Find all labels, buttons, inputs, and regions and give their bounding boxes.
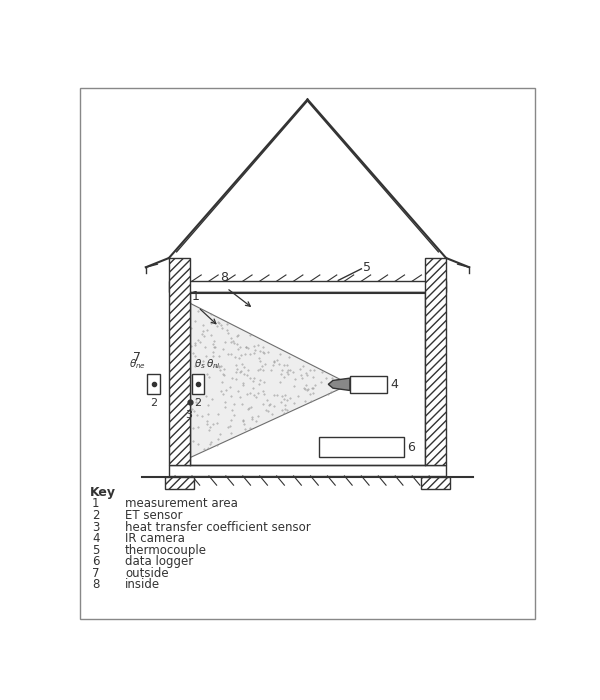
Bar [192,374,205,394]
Text: 8: 8 [92,578,99,592]
Text: heat transfer coefficient sensor: heat transfer coefficient sensor [125,521,311,533]
Text: ET sensor: ET sensor [125,509,182,522]
Bar [319,438,404,458]
Bar [169,258,190,466]
Text: $\theta_s$: $\theta_s$ [194,358,206,371]
Text: IR camera: IR camera [125,532,185,545]
Text: 8: 8 [220,271,229,284]
Text: measurement area: measurement area [125,498,238,510]
Text: 1: 1 [192,290,200,304]
Text: $\theta_{ne}$: $\theta_{ne}$ [129,358,146,371]
Bar [169,281,446,292]
Bar [350,376,387,393]
Text: 2: 2 [150,398,157,408]
Text: 7: 7 [92,567,100,580]
Text: outside: outside [125,567,169,580]
Text: 5: 5 [363,261,371,274]
Text: inside: inside [125,578,160,592]
Text: 2: 2 [92,509,100,522]
Text: 2: 2 [194,398,202,408]
Text: 1: 1 [92,498,100,510]
Text: 4: 4 [391,378,398,391]
Text: 6: 6 [92,555,100,568]
Text: 3: 3 [92,521,99,533]
Polygon shape [328,378,350,391]
Text: 5: 5 [92,544,99,556]
Text: $\theta_{ni}$: $\theta_{ni}$ [206,358,221,371]
Text: thermocouple: thermocouple [125,544,207,556]
Polygon shape [190,304,350,458]
Bar [148,374,160,394]
Bar [165,477,194,489]
Bar [421,477,450,489]
Bar [425,258,446,466]
Text: 3: 3 [185,410,193,420]
Text: 6: 6 [407,441,415,454]
Text: Key: Key [91,486,116,499]
Text: 4: 4 [92,532,100,545]
Bar [169,466,446,476]
Text: 7: 7 [133,351,140,364]
Text: data logger: data logger [125,555,193,568]
